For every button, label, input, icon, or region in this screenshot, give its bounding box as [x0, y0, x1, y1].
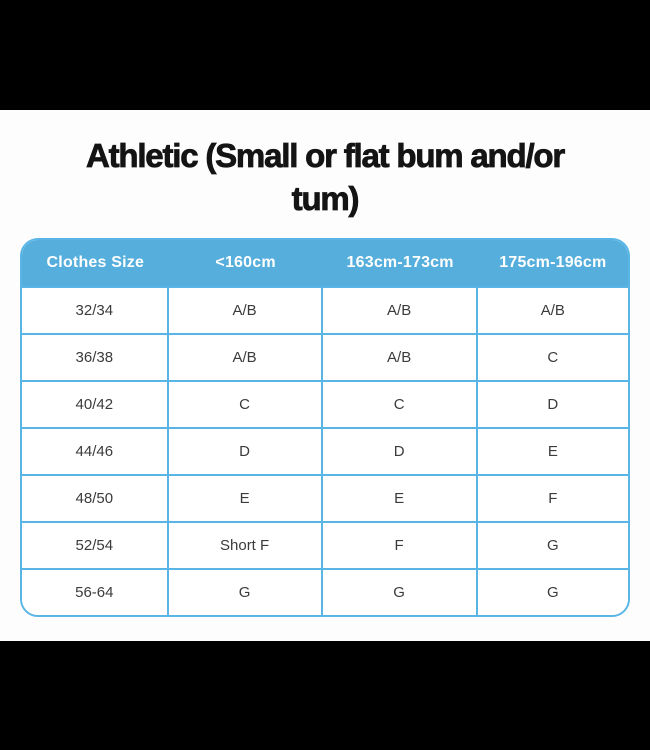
cup-value: F	[477, 474, 628, 521]
table-row: 48/50 E E F	[22, 474, 628, 521]
cup-value: C	[168, 380, 323, 427]
size-label: 32/34	[22, 286, 169, 333]
letterbox-top	[0, 0, 650, 110]
cup-value: A/B	[322, 286, 478, 333]
table-row: 44/46 D D E	[22, 427, 628, 474]
page-title: Athletic (Small or flat bum and/or tum)	[0, 134, 650, 220]
cup-value: Short F	[168, 521, 323, 568]
size-label: 52/54	[22, 521, 169, 568]
cup-value: E	[477, 427, 628, 474]
content-area: Athletic (Small or flat bum and/or tum) …	[0, 110, 650, 641]
column-header-under-160cm: <160cm	[168, 240, 323, 286]
cup-value: A/B	[477, 286, 628, 333]
letterbox-bottom	[0, 641, 650, 750]
size-label: 36/38	[22, 333, 169, 380]
table-row: 32/34 A/B A/B A/B	[22, 286, 628, 333]
cup-value: E	[168, 474, 323, 521]
cup-value: D	[477, 380, 628, 427]
table-row: 56-64 G G G	[22, 568, 628, 615]
size-label: 48/50	[22, 474, 169, 521]
cup-value: A/B	[168, 286, 323, 333]
column-header-163cm-173cm: 163cm-173cm	[322, 240, 478, 286]
column-header-clothes-size: Clothes Size	[22, 240, 169, 286]
cup-value: D	[168, 427, 323, 474]
size-label: 56-64	[22, 568, 169, 615]
cup-value: G	[168, 568, 323, 615]
cup-value: G	[477, 521, 628, 568]
table-row: 36/38 A/B A/B C	[22, 333, 628, 380]
size-chart-table: Clothes Size <160cm 163cm-173cm 175cm-19…	[20, 238, 630, 617]
cup-value: E	[322, 474, 478, 521]
column-header-175cm-196cm: 175cm-196cm	[477, 240, 628, 286]
cup-value: C	[477, 333, 628, 380]
cup-value: D	[322, 427, 478, 474]
cup-value: A/B	[322, 333, 478, 380]
table-header-row: Clothes Size <160cm 163cm-173cm 175cm-19…	[22, 240, 628, 286]
title-line-2: tum)	[291, 180, 360, 218]
cup-value: F	[322, 521, 478, 568]
cup-value: G	[322, 568, 478, 615]
cup-value: C	[322, 380, 478, 427]
table-row: 52/54 Short F F G	[22, 521, 628, 568]
size-label: 40/42	[22, 380, 169, 427]
cup-value: A/B	[168, 333, 323, 380]
size-label: 44/46	[22, 427, 169, 474]
cup-value: G	[477, 568, 628, 615]
title-line-1: Athletic (Small or flat bum and/or	[85, 137, 566, 175]
table-row: 40/42 C C D	[22, 380, 628, 427]
